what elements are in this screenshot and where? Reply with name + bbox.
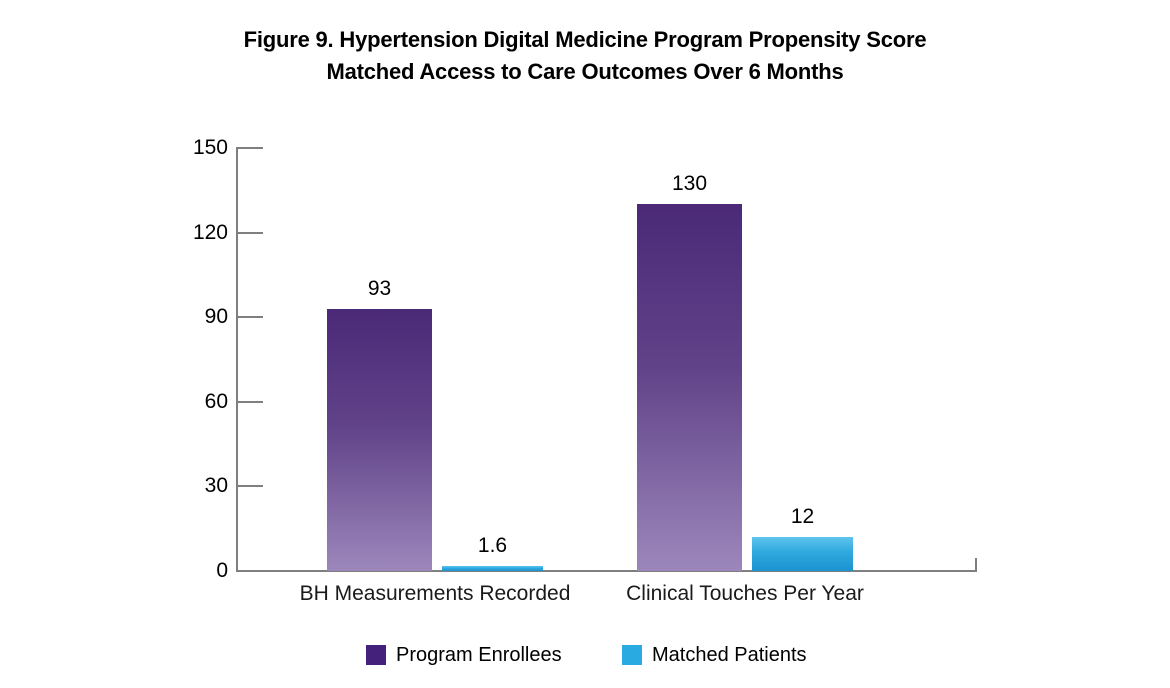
chart-title-line1: Figure 9. Hypertension Digital Medicine …	[85, 24, 1085, 56]
bar-matched-patients	[752, 537, 853, 571]
x-axis-end-tick	[975, 558, 977, 570]
bar-matched-patients	[442, 566, 543, 571]
legend-swatch-icon	[366, 645, 386, 665]
bar-value-label: 12	[790, 505, 815, 528]
y-tick-label: 90	[204, 305, 228, 328]
bar-value-label: 1.6	[477, 534, 508, 557]
y-tick	[238, 485, 263, 487]
y-tick-label: 120	[192, 221, 228, 244]
y-tick	[238, 316, 263, 318]
y-tick	[238, 401, 263, 403]
x-axis-line	[236, 570, 977, 572]
figure-number-label: Figure 9.	[243, 27, 334, 52]
legend-item-matched-patients: Matched Patients	[622, 644, 807, 666]
y-tick-label: 0	[216, 559, 228, 582]
x-category-label: BH Measurements Recorded	[299, 582, 571, 605]
y-tick	[238, 147, 263, 149]
y-tick-label: 30	[204, 474, 228, 497]
bar-value-label: 130	[671, 172, 708, 195]
chart-title: Figure 9. Hypertension Digital Medicine …	[85, 24, 1085, 88]
bar-value-label: 93	[367, 277, 392, 300]
y-tick	[238, 232, 263, 234]
legend-swatch-icon	[622, 645, 642, 665]
y-tick-label: 150	[192, 136, 228, 159]
x-category-label: Clinical Touches Per Year	[626, 582, 864, 605]
chart-title-line1-text: Hypertension Digital Medicine Program Pr…	[333, 27, 927, 52]
bar-program-enrollees	[637, 204, 742, 571]
bar-program-enrollees	[327, 309, 432, 571]
legend-item-program-enrollees: Program Enrollees	[366, 644, 562, 666]
legend-label: Program Enrollees	[396, 644, 562, 666]
y-axis-line	[236, 147, 238, 572]
y-tick-label: 60	[204, 390, 228, 413]
chart-title-line2: Matched Access to Care Outcomes Over 6 M…	[326, 59, 844, 84]
legend-label: Matched Patients	[652, 644, 807, 666]
